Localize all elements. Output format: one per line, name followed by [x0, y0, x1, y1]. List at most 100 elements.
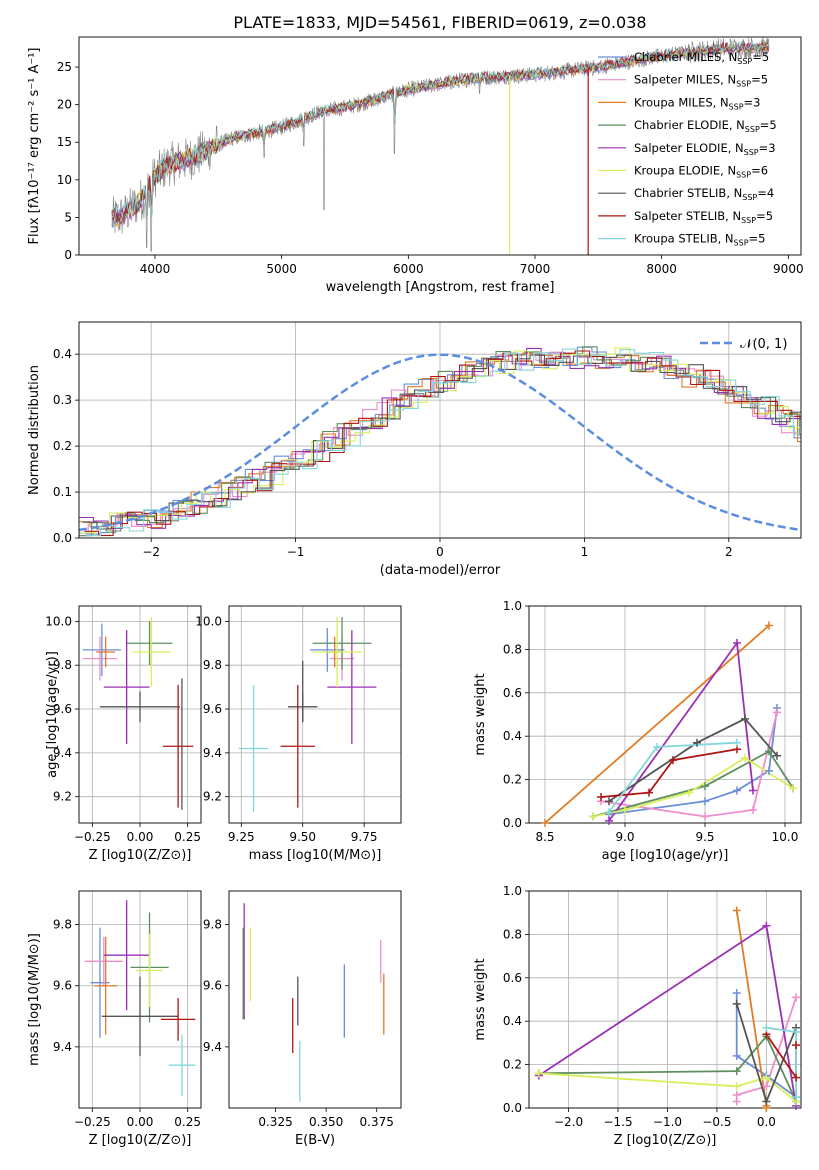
- spectrum-ytick-label: 10: [57, 173, 72, 187]
- mass-vs-Z-ytick-label: 9.4: [53, 1040, 72, 1054]
- age-vs-mass-ytick-label: 9.2: [203, 790, 222, 804]
- mass-vs-EBV-plot-area: [242, 903, 385, 1102]
- legend-suffix: =5: [756, 209, 773, 223]
- residual-histogram-step: [82, 354, 801, 530]
- mass-vs-Z-xtick-label: 0.25: [174, 1115, 201, 1129]
- mass-weight-marker: [589, 812, 597, 821]
- error-bar-point: [96, 636, 116, 668]
- residuals-xtick-label: −2: [142, 545, 160, 559]
- legend-entry: Kroupa MILES, NSSP=3: [634, 95, 760, 111]
- error-bar-point: [101, 976, 179, 1057]
- residuals-ytick-label: 0.1: [53, 485, 72, 499]
- mass-weight-vs-age-xtick-label: 9.0: [615, 830, 634, 844]
- age-vs-Z-ytick-label: 9.2: [53, 790, 72, 804]
- age-vs-Z-xtick-label: 0.25: [174, 830, 201, 844]
- residuals-ytick-label: 0.0: [53, 531, 72, 545]
- age-vs-mass-ytick-label: 9.6: [203, 702, 222, 716]
- mass-weight-vs-age-ytick-label: 0.8: [503, 642, 522, 656]
- age-vs-mass-xtick-label: 9.50: [289, 830, 316, 844]
- mass-weight-marker: [732, 999, 741, 1008]
- mass-vs-Z-xtick-label: −0.25: [74, 1115, 111, 1129]
- residuals-frame: [78, 321, 802, 539]
- age-vs-Z-xtick-label: 0.00: [127, 830, 154, 844]
- error-bar-point: [82, 623, 121, 677]
- mass-weight-vs-age-ytick-label: 0.2: [503, 773, 522, 787]
- spectrum-ytick-label: 5: [64, 210, 72, 224]
- mass-weight-line: [608, 717, 778, 803]
- spectrum-xtick-label: 6000: [393, 262, 424, 276]
- residuals-xlabel: (data-model)/error: [380, 563, 501, 578]
- mass-weight-marker: [773, 708, 781, 717]
- mass-weight-marker: [732, 1090, 741, 1099]
- mass-weight-marker: [762, 1097, 771, 1106]
- mass-weight-marker: [765, 766, 773, 775]
- residuals-xtick-label: 0: [436, 545, 444, 559]
- mass-weight-marker: [701, 782, 709, 791]
- legend-subscript: SSP: [736, 80, 751, 89]
- legend-suffix: =5: [751, 73, 768, 87]
- spectrum-ylabel: Flux [fλ10⁻¹⁷ erg cm⁻² s⁻¹ A⁻¹]: [27, 48, 42, 245]
- legend-entry: 𝒩(0, 1): [740, 337, 787, 352]
- mass-vs-EBV-ytick-label: 9.8: [203, 918, 222, 932]
- mass-weight-marker: [749, 786, 757, 795]
- mass-vs-EBV-xtick-label: 0.325: [258, 1115, 292, 1129]
- mass-weight-marker: [733, 786, 741, 795]
- error-bar-point: [136, 933, 163, 1008]
- mass-vs-EBV-chart: 0.325 0.350 0.375 9.4 9.6 9.8 E(B-V): [203, 890, 402, 1148]
- error-bar-point: [94, 936, 118, 1035]
- mass-weight-marker: [669, 756, 677, 765]
- legend-subscript: SSP: [745, 125, 760, 134]
- error-bar-point: [90, 927, 110, 1038]
- error-bar-point: [312, 616, 362, 688]
- spectrum-legend: Chabrier MILES, NSSP=5 Salpeter MILES, NS…: [598, 50, 777, 248]
- mass-weight-vs-age-xlabel: age [log10(age/yr)]: [602, 848, 729, 863]
- residuals-ytick-label: 0.4: [53, 347, 72, 361]
- mass-weight-marker: [792, 1073, 801, 1082]
- age-vs-Z-xlabel: Z [log10(Z/Z⊙)]: [89, 848, 192, 863]
- mass-weight-marker: [645, 788, 653, 797]
- spectrum-ytick-label: 25: [57, 60, 72, 74]
- mass-weight-marker: [597, 792, 605, 801]
- error-bar-point: [82, 636, 118, 681]
- legend-entry: Chabrier ELODIE, NSSP=5: [634, 118, 777, 134]
- spectrum-xtick-label: 4000: [140, 262, 171, 276]
- error-bar-point: [103, 630, 150, 745]
- legend-suffix: =4: [757, 186, 774, 200]
- spectrum-xtick-label: 8000: [646, 262, 677, 276]
- mass-weight-marker: [792, 1041, 801, 1050]
- residual-histogram-step: [79, 346, 801, 535]
- mass-weight-vs-Z-ytick-label: 0.8: [503, 927, 522, 941]
- legend-suffix: =3: [744, 95, 761, 109]
- mass-weight-marker: [732, 1051, 741, 1060]
- figure-title: PLATE=1833, MJD=54561, FIBERID=0619, z=0…: [233, 13, 646, 32]
- mass-weight-vs-age-plot-area: [544, 624, 794, 823]
- mass-vs-EBV-xtick-label: 0.375: [360, 1115, 394, 1129]
- age-vs-mass-frame: [228, 605, 402, 824]
- mass-weight-line: [600, 712, 778, 818]
- error-bar-point: [160, 997, 196, 1041]
- mass-weight-line: [538, 1072, 797, 1103]
- spectrum-ytick-label: 0: [64, 248, 72, 262]
- mass-vs-EBV-ytick-label: 9.4: [203, 1040, 222, 1054]
- mass-weight-marker: [605, 816, 613, 825]
- residuals-chart: −2 −1 0 1 2 0.0 0.1 0.2 0.3 0.4 (data-model)/error…: [27, 321, 802, 578]
- error-bar-point: [132, 616, 171, 688]
- mass-weight-marker: [733, 738, 741, 747]
- legend-suffix: =6: [751, 164, 768, 178]
- mass-weight-vs-Z-ytick-label: 0.4: [503, 1014, 522, 1028]
- age-vs-mass-ytick-label: 10.0: [195, 614, 222, 628]
- error-bar-point: [84, 936, 123, 986]
- error-bar-point: [312, 616, 372, 670]
- legend-subscript: SSP: [729, 102, 744, 111]
- mass-weight-vs-age-ytick-label: 0.0: [503, 816, 522, 830]
- mass-weight-marker: [762, 1073, 771, 1082]
- mass-weight-vs-age-ytick-label: 0.6: [503, 686, 522, 700]
- mass-weight-marker: [733, 638, 741, 647]
- spectrum-plot-area: [111, 37, 770, 255]
- error-bar-point: [310, 627, 345, 672]
- age-vs-Z-plot-area: [82, 616, 194, 810]
- spectrum-model-line: [111, 43, 770, 228]
- error-bar-point: [162, 684, 194, 808]
- mass-weight-vs-age-ytick-label: 0.4: [503, 729, 522, 743]
